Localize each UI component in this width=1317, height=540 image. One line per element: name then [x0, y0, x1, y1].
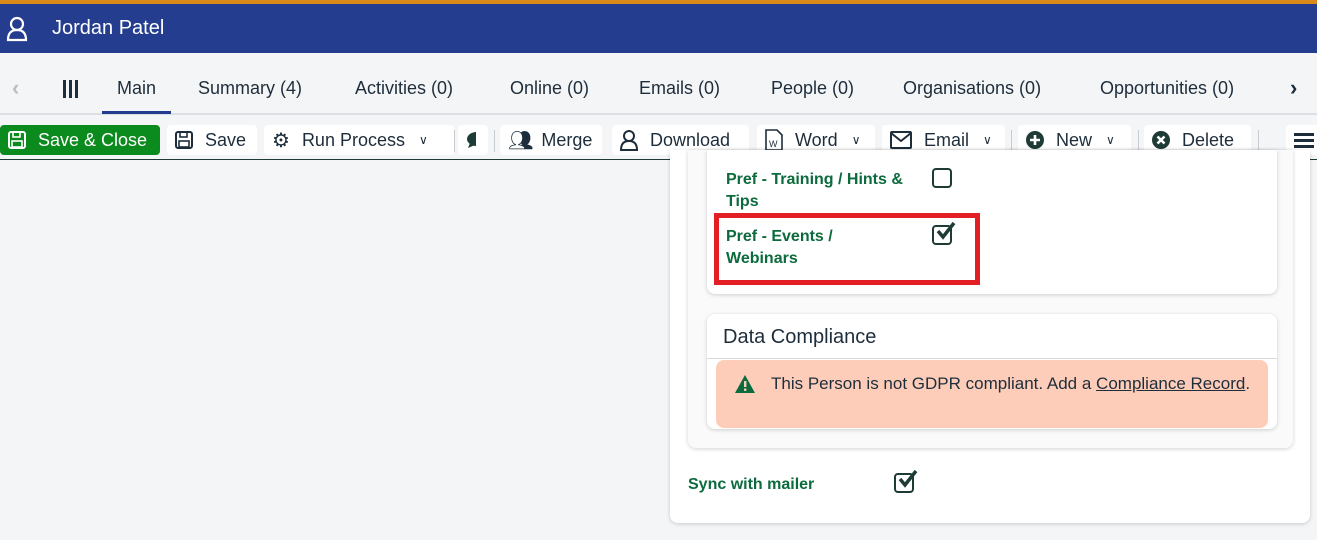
tabs-next-icon[interactable]: › [1290, 75, 1298, 100]
save-close-button[interactable]: Save & Close [0, 125, 160, 155]
record-title: Jordan Patel [52, 17, 165, 39]
tab-opportunities[interactable]: Opportunities (0) [1100, 78, 1235, 98]
user-icon [620, 130, 638, 151]
merge-button[interactable]: 👥︎ Merge [500, 125, 602, 155]
toolbar-border [0, 159, 1317, 160]
comment-button[interactable] [458, 125, 488, 155]
word-icon: W [765, 129, 783, 151]
columns-icon[interactable] [63, 80, 79, 98]
top-accent-bar [0, 0, 1317, 4]
chevron-down-icon: ∨ [851, 133, 861, 147]
gdpr-message: This Person is not GDPR compliant. Add a [771, 374, 1097, 393]
merge-icon: 👥︎ [508, 129, 534, 152]
tab-summary[interactable]: Summary (4) [198, 78, 303, 98]
tab-main[interactable]: Main [101, 78, 172, 114]
tab-bar: ‹ Main Summary (4) Activities (0) Online… [0, 53, 1317, 115]
tab-activities[interactable]: Activities (0) [355, 78, 454, 98]
user-icon [6, 16, 28, 41]
divider [454, 130, 455, 152]
sync-mailer-label: Sync with mailer [688, 476, 815, 493]
record-header: Jordan Patel [0, 4, 1317, 53]
save-button[interactable]: Save [167, 125, 257, 155]
divider [494, 130, 495, 152]
pref-training-label: Pref - Training / Hints & Tips [726, 171, 903, 210]
svg-text:W: W [769, 139, 778, 149]
tab-people[interactable]: People (0) [771, 78, 855, 98]
chevron-down-icon: ∨ [983, 133, 992, 147]
warning-icon [735, 375, 755, 393]
tab-emails[interactable]: Emails (0) [639, 78, 721, 98]
divider [1138, 130, 1139, 152]
close-circle-icon [1152, 131, 1170, 149]
envelope-icon [890, 131, 912, 149]
tabs-prev-icon[interactable]: ‹ [12, 75, 20, 100]
hamburger-icon [1294, 133, 1314, 148]
plus-circle-icon [1026, 131, 1044, 149]
chevron-down-icon: ∨ [1106, 133, 1115, 147]
preferences-card [707, 150, 1277, 294]
compliance-record-link[interactable]: Compliance Record [1096, 374, 1246, 393]
pref-training-checkbox[interactable] [932, 168, 952, 188]
save-icon [175, 131, 193, 149]
data-compliance-title: Data Compliance [723, 326, 877, 348]
pref-events-label: Pref - Events / Webinars [726, 228, 833, 267]
check-icon [936, 221, 956, 240]
chevron-down-icon: ∨ [418, 133, 428, 147]
comment-icon [467, 132, 476, 148]
run-process-button[interactable]: ⚙ Run Process ∨ [264, 125, 454, 155]
sync-mailer-checkbox[interactable] [894, 469, 918, 493]
gear-icon: ⚙ [272, 129, 290, 152]
highlight-box [714, 213, 980, 285]
gdpr-alert: This Person is not GDPR compliant. Add a… [716, 360, 1268, 428]
tab-organisations[interactable]: Organisations (0) [903, 78, 1042, 98]
pref-events-checkbox[interactable] [932, 221, 956, 245]
tab-online[interactable]: Online (0) [510, 78, 590, 98]
divider [1011, 130, 1012, 152]
divider [1258, 130, 1259, 152]
divider [707, 358, 1277, 359]
save-icon [8, 131, 26, 149]
check-icon [898, 469, 918, 488]
